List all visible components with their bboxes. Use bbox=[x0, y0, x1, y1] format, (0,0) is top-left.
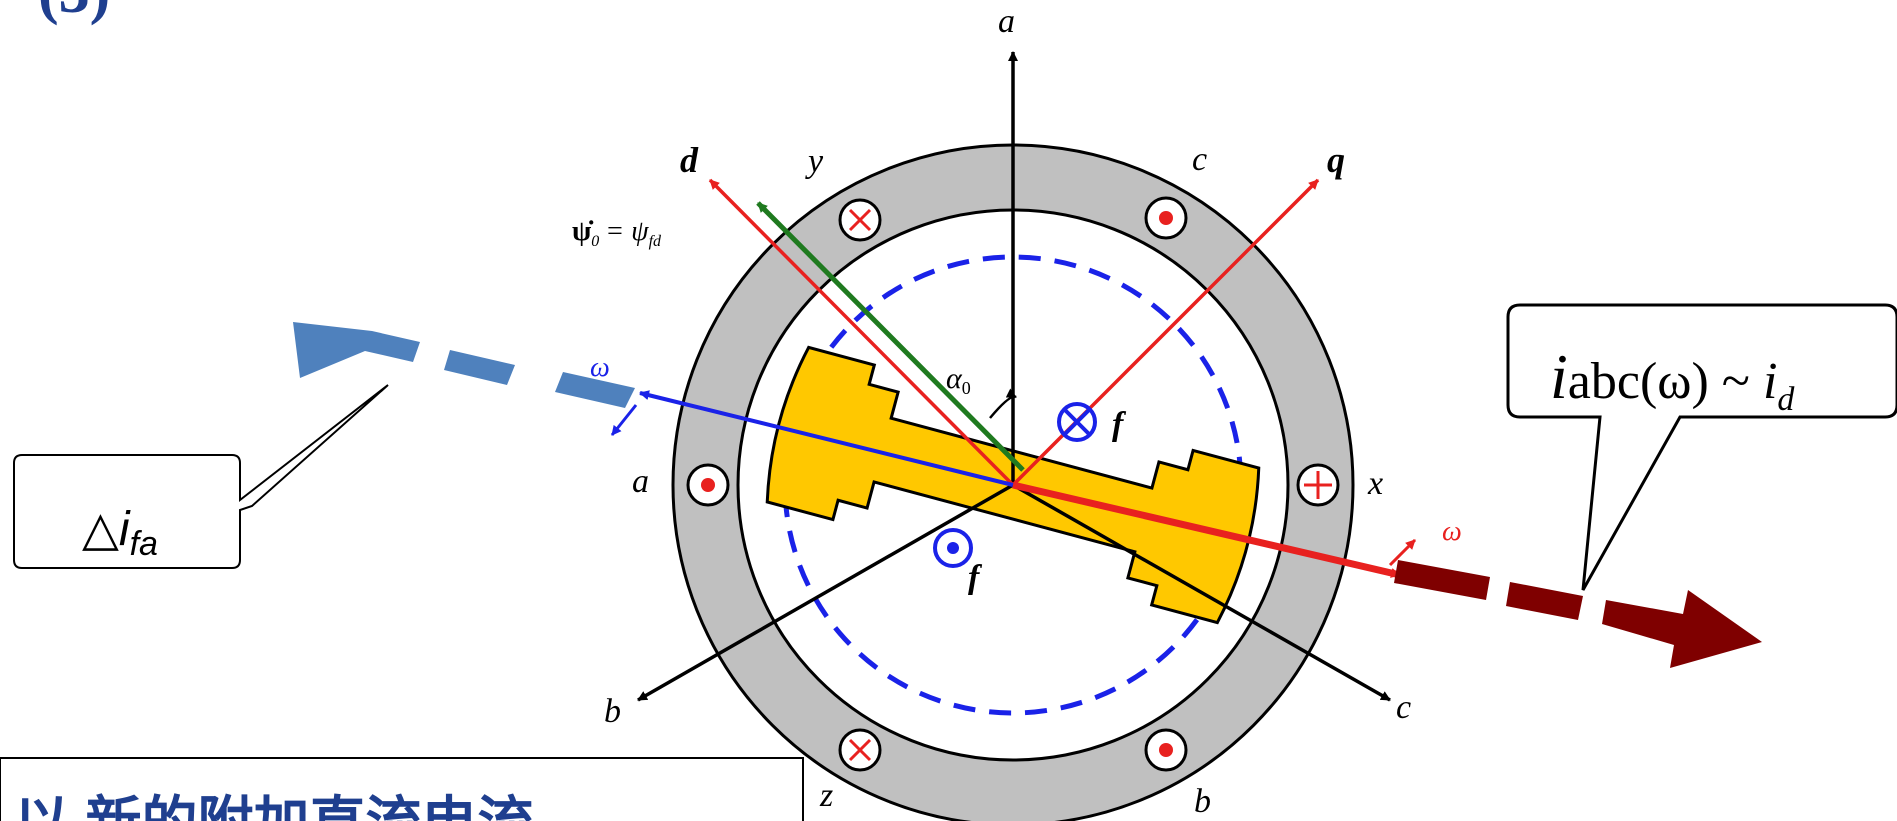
current-vector-red bbox=[1012, 481, 1401, 579]
conductor-y-cross bbox=[838, 198, 882, 242]
label-b-bottom: b bbox=[1194, 783, 1211, 820]
axis-d bbox=[708, 178, 1015, 487]
label-f-lower: f bbox=[968, 559, 983, 596]
axis-c bbox=[1012, 483, 1391, 702]
label-c-right: c bbox=[1396, 689, 1411, 726]
conductor-c-dot bbox=[1144, 196, 1188, 240]
right-callout-text: iabc(ω) ~ id bbox=[1550, 341, 1795, 418]
alpha-label: α0 bbox=[946, 362, 971, 398]
left-callout bbox=[13, 384, 389, 569]
omega-arrow-right bbox=[1388, 538, 1417, 567]
label-f-upper: f bbox=[1112, 406, 1127, 443]
omega-arrow-left bbox=[610, 404, 638, 436]
conductor-b-dot bbox=[1144, 728, 1188, 772]
left-dashed-arrow bbox=[293, 322, 635, 408]
bottom-textbox bbox=[0, 757, 804, 821]
right-dashed-arrow bbox=[1394, 560, 1762, 668]
label-c-top: c bbox=[1192, 141, 1207, 178]
label-x: x bbox=[1367, 465, 1383, 502]
label-d: d bbox=[680, 140, 699, 180]
psi-label: ψ̇0 = ψfd bbox=[572, 216, 662, 250]
right-callout bbox=[1506, 303, 1897, 591]
label-q: q bbox=[1327, 140, 1345, 180]
alpha-arc bbox=[989, 388, 1017, 419]
label-z: z bbox=[819, 777, 833, 814]
bottom-textbox-text: 以 新的附加直流电流 bbox=[14, 791, 534, 821]
conductor-x-plus bbox=[1296, 463, 1340, 507]
label-omega-right: ω bbox=[1442, 516, 1462, 547]
psi-vector bbox=[756, 201, 1025, 472]
field-conductor-lower bbox=[933, 528, 973, 568]
conductor-z-cross bbox=[838, 728, 882, 772]
label-a-left: a bbox=[632, 463, 649, 500]
label-b: b bbox=[604, 693, 621, 730]
partial-title: (3) bbox=[38, 0, 110, 26]
left-callout-text: △ifa bbox=[82, 503, 158, 563]
label-y: y bbox=[805, 143, 824, 180]
field-conductor-upper bbox=[1057, 402, 1097, 442]
conductor-a-dot bbox=[686, 463, 730, 507]
axis-b bbox=[637, 483, 1014, 702]
label-omega-left: ω bbox=[590, 352, 610, 383]
rotor-axis-blue bbox=[639, 390, 1014, 487]
label-a-top: a bbox=[998, 3, 1015, 40]
